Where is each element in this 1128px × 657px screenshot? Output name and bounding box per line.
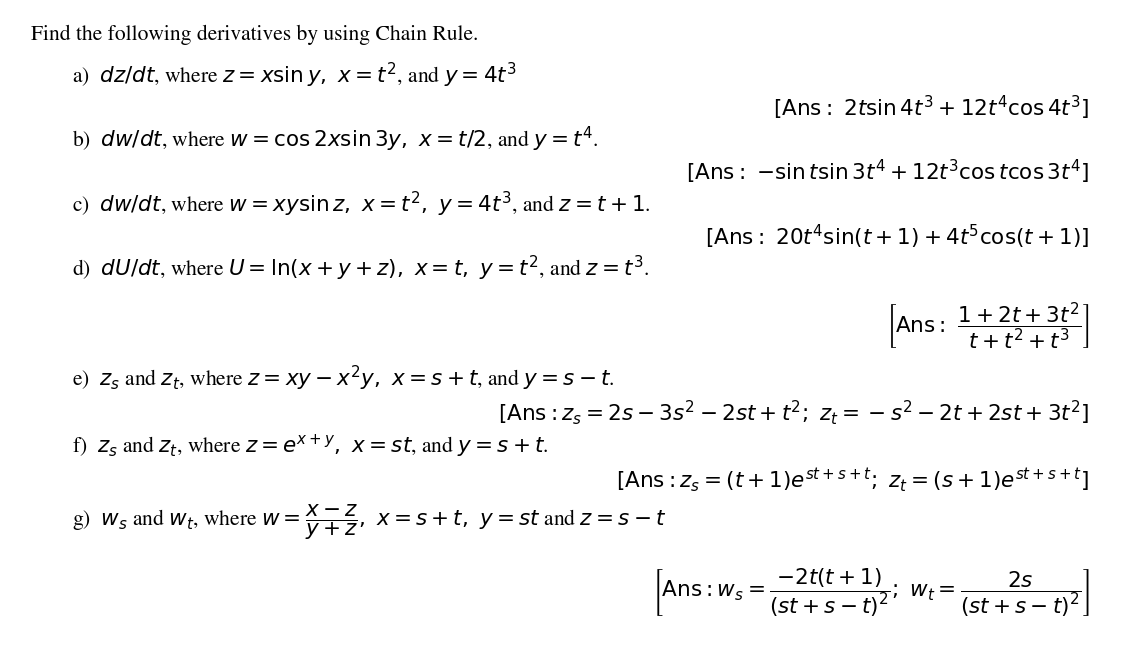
Text: a)  $dz/dt$, where $z = x\sin y,\ x = t^2$, and $y = 4t^3$: a) $dz/dt$, where $z = x\sin y,\ x = t^2… xyxy=(72,61,517,90)
Text: $[\mathrm{Ans:}\ {-}\sin t\sin 3t^4 + 12t^3\cos t\cos 3t^4]$: $[\mathrm{Ans:}\ {-}\sin t\sin 3t^4 + 12… xyxy=(686,158,1090,186)
Text: $\left[\mathrm{Ans:}\ \dfrac{1+2t+3t^2}{t+t^2+t^3}\right]$: $\left[\mathrm{Ans:}\ \dfrac{1+2t+3t^2}{… xyxy=(885,301,1090,352)
Text: e)  $z_s$ and $z_t$, where $z = xy - x^2y,\ x = s + t$, and $y = s - t$.: e) $z_s$ and $z_t$, where $z = xy - x^2y… xyxy=(72,363,615,393)
Text: g)  $w_s$ and $w_t$, where $w = \dfrac{x-z}{y+z},\ x = s + t,\ y = st$ and $z = : g) $w_s$ and $w_t$, where $w = \dfrac{x-… xyxy=(72,502,667,541)
Text: $[\mathrm{Ans:}\ 2t\sin 4t^3 + 12t^4\cos 4t^3]$: $[\mathrm{Ans:}\ 2t\sin 4t^3 + 12t^4\cos… xyxy=(773,93,1090,122)
Text: b)  $dw/dt$, where $w = \cos 2x\sin 3y,\ x = t/2$, and $y = t^4$.: b) $dw/dt$, where $w = \cos 2x\sin 3y,\ … xyxy=(72,125,599,154)
Text: $[\mathrm{Ans:}z_s = (t + 1)e^{st+s+t};\ z_t = (s + 1)e^{st+s+t}]$: $[\mathrm{Ans:}z_s = (t + 1)e^{st+s+t};\… xyxy=(616,467,1090,495)
Text: Find the following derivatives by using Chain Rule.: Find the following derivatives by using … xyxy=(32,25,478,45)
Text: c)  $dw/dt$, where $w = xy\sin z,\ x = t^2,\ y = 4t^3$, and $z = t + 1$.: c) $dw/dt$, where $w = xy\sin z,\ x = t^… xyxy=(72,190,651,219)
Text: $[\mathrm{Ans:}\ 20t^4\sin(t + 1) + 4t^5\cos(t + 1)]$: $[\mathrm{Ans:}\ 20t^4\sin(t + 1) + 4t^5… xyxy=(705,222,1090,250)
Text: d)  $dU/dt$, where $U = \ln(x + y + z),\ x = t,\ y = t^2$, and $z = t^3$.: d) $dU/dt$, where $U = \ln(x + y + z),\ … xyxy=(72,254,650,283)
Text: $[\mathrm{Ans:}z_s = 2s - 3s^2 - 2st + t^2;\ z_t = -s^2 - 2t + 2st + 3t^2]$: $[\mathrm{Ans:}z_s = 2s - 3s^2 - 2st + t… xyxy=(497,397,1090,426)
Text: f)  $z_s$ and $z_t$, where $z = e^{x+y},\ x = st$, and $y = s + t$.: f) $z_s$ and $z_t$, where $z = e^{x+y},\… xyxy=(72,433,549,460)
Text: $\left[\mathrm{Ans:}w_s = \dfrac{-2t(t+1)}{(st+s-t)^2};\ w_t = \dfrac{2s}{(st+s-: $\left[\mathrm{Ans:}w_s = \dfrac{-2t(t+1… xyxy=(652,566,1090,619)
